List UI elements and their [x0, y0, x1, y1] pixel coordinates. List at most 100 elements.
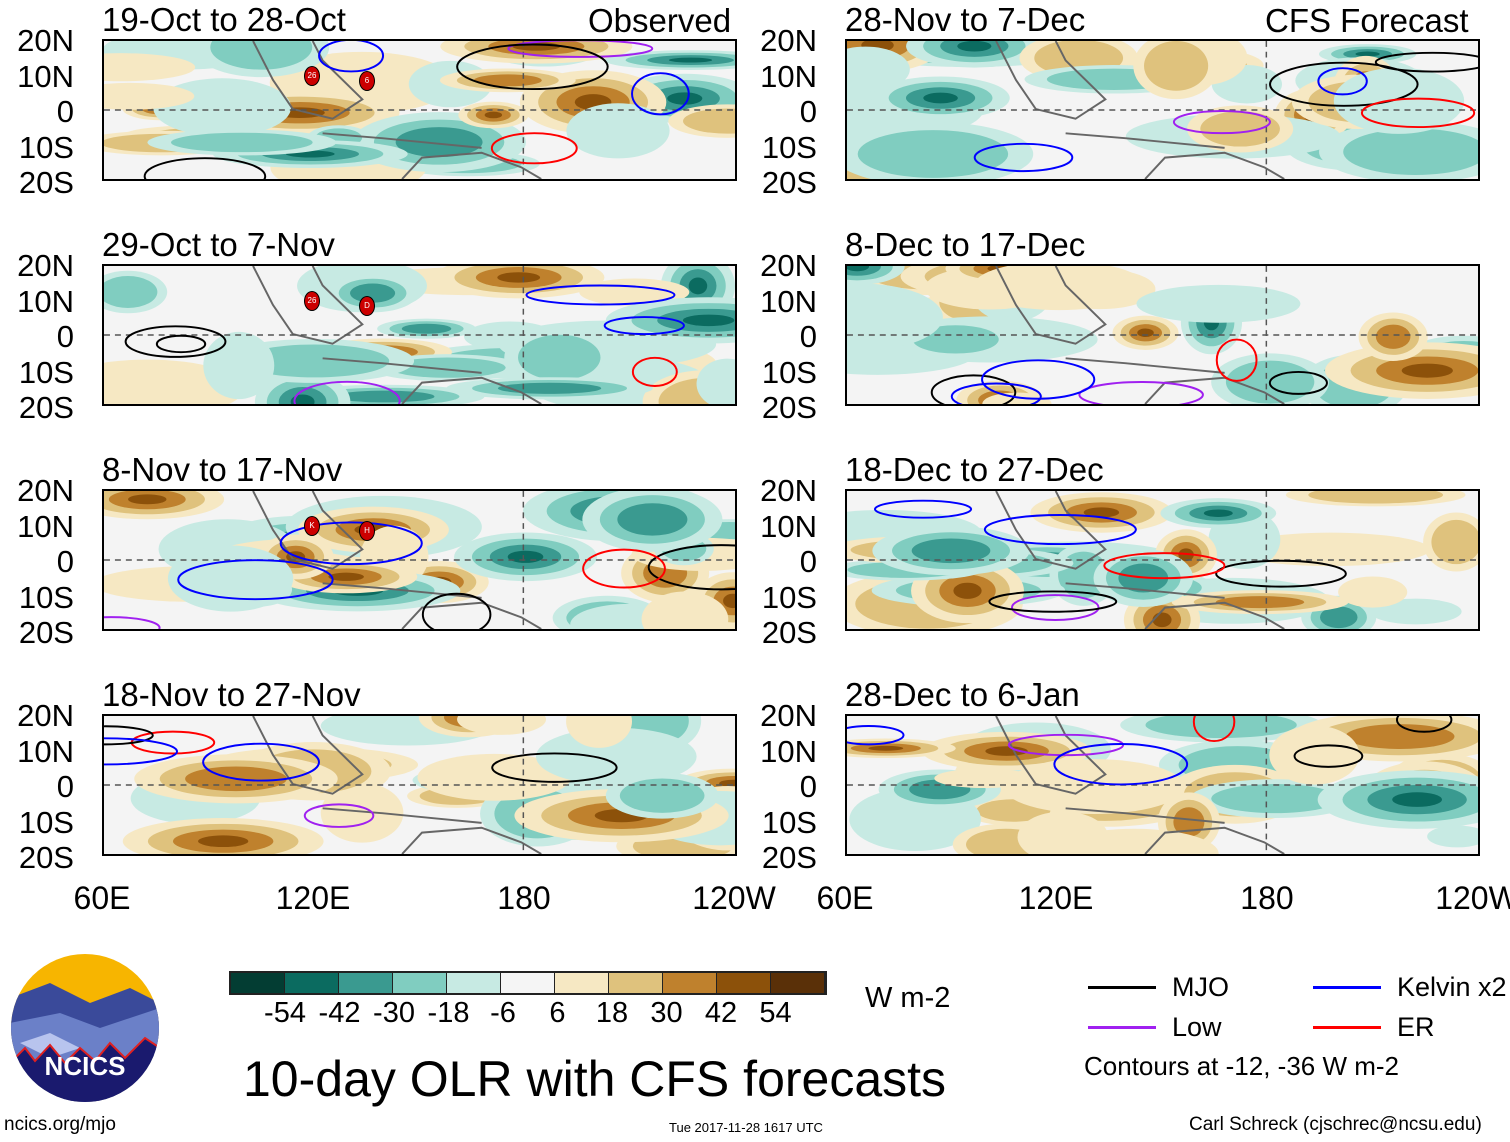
lat-label: 0	[799, 769, 817, 804]
colorbar-tick-label: 30	[650, 997, 683, 1029]
contour-line	[318, 41, 385, 73]
contour-line	[202, 742, 320, 782]
lon-label: 180	[1240, 880, 1294, 916]
contour-line	[1192, 716, 1236, 743]
olr-anomaly-blob	[1345, 724, 1455, 749]
olr-anomaly-blob	[641, 591, 729, 629]
colorbar-tick-label: -54	[264, 997, 306, 1029]
olr-anomaly-blob	[619, 778, 705, 813]
legend-mjo: MJO	[1088, 972, 1229, 1003]
lat-label: 10N	[17, 508, 74, 544]
olr-anomaly-blob	[198, 835, 249, 848]
lat-label: 10N	[17, 283, 74, 319]
olr-anomaly-blob	[507, 550, 544, 563]
olr-anomaly-blob	[104, 276, 158, 308]
colorbar-swatch	[663, 973, 717, 993]
contour-line	[647, 544, 735, 591]
lat-label: 20S	[18, 165, 74, 200]
olr-anomaly-blob	[1269, 725, 1360, 785]
colorbar-tick-label: 42	[704, 997, 738, 1029]
lat-label: 20N	[17, 23, 74, 58]
colorbar-swatch	[339, 973, 393, 993]
lon-label: 180	[497, 880, 551, 916]
contour-line	[930, 374, 1017, 404]
tropical-cyclone-icon: K	[304, 516, 320, 536]
lat-label: 10N	[760, 733, 817, 769]
contour-line	[303, 803, 375, 828]
lat-label: 0	[56, 544, 74, 579]
ncics-logo: NCICS	[11, 954, 159, 1102]
olr-anomaly-blob	[688, 277, 708, 295]
olr-anomaly-blob	[1355, 51, 1380, 57]
coastline	[995, 491, 1285, 629]
logo-text: NCICS	[45, 1051, 126, 1081]
olr-anomaly-blob	[484, 111, 503, 119]
olr-anomaly-blob	[1343, 128, 1478, 176]
contour-line	[130, 730, 216, 755]
olr-anomaly-blob	[518, 334, 601, 381]
lat-label: 20N	[760, 248, 817, 283]
olr-anomaly-blob	[723, 593, 735, 609]
olr-anomaly-blob	[1392, 792, 1442, 807]
olr-anomaly-blob	[328, 572, 364, 581]
lat-label: 0	[56, 769, 74, 804]
olr-anomaly-blob	[667, 92, 703, 105]
legend-line-icon	[1088, 986, 1156, 989]
lon-label: 120E	[1018, 880, 1094, 916]
lat-label: 20N	[17, 473, 74, 508]
lat-label: 10N	[760, 508, 817, 544]
legend-line-icon	[1088, 1026, 1156, 1029]
lat-label: 20N	[760, 23, 817, 58]
lat-label: 10N	[760, 58, 817, 94]
contour-line	[983, 514, 1137, 546]
olr-anomaly-blob	[203, 331, 275, 400]
lat-label: 10S	[761, 129, 817, 165]
contour-line	[1007, 733, 1125, 757]
olr-anomaly-blob	[1003, 759, 1185, 815]
olr-anomaly-blob	[1369, 598, 1462, 625]
map-panel	[845, 39, 1480, 181]
colorbar-tick-label: -6	[490, 997, 516, 1029]
lat-label: 20S	[761, 615, 817, 650]
legend-kelvin: Kelvin x2	[1313, 972, 1507, 1003]
contour-line	[525, 284, 676, 306]
contour-line	[1374, 51, 1478, 73]
panel-title: 8-Dec to 17-Dec	[845, 226, 1086, 263]
contour-line	[631, 72, 690, 116]
colorbar-tick-label: 18	[595, 997, 629, 1029]
lat-label: 10S	[18, 354, 74, 390]
lat-label: 0	[799, 94, 817, 129]
panel-title: 8-Nov to 17-Nov	[102, 451, 343, 488]
olr-anomaly-blob	[682, 314, 735, 327]
olr-anomaly-blob	[401, 323, 452, 334]
olr-anomaly-blob	[1427, 825, 1478, 848]
olr-anomaly-blob	[1200, 111, 1280, 147]
panel-title: 28-Dec to 6-Jan	[845, 676, 1080, 713]
footer-url[interactable]: ncics.org/mjo	[4, 1114, 116, 1135]
contour-line	[1268, 370, 1328, 395]
lon-label: 120W	[692, 880, 776, 916]
contour-line	[490, 132, 578, 165]
coastline	[252, 41, 542, 179]
lat-label: 10S	[18, 579, 74, 615]
contour-line	[104, 616, 161, 629]
colorbar-units: W m-2	[865, 982, 951, 1014]
panel-title: 29-Oct to 7-Nov	[102, 226, 335, 263]
tropical-cyclone-icon: D	[359, 296, 375, 316]
panel-title: 19-Oct to 28-Oct	[102, 1, 346, 38]
lat-label: 10N	[17, 733, 74, 769]
contour-line	[491, 752, 618, 783]
panel-title: 28-Nov to 7-Dec	[845, 1, 1086, 38]
olr-anomaly-blob	[1145, 716, 1297, 739]
olr-anomaly-blob	[973, 266, 1145, 311]
lat-label: 20N	[17, 248, 74, 283]
colorbar-swatch	[609, 973, 663, 993]
contour-line	[177, 559, 334, 601]
panel-title: 18-Nov to 27-Nov	[102, 676, 361, 713]
olr-anomaly-blob	[566, 716, 632, 748]
olr-anomaly-blob	[985, 746, 1028, 756]
contour-line	[981, 359, 1096, 400]
contour-line	[1269, 61, 1419, 107]
coastline	[995, 716, 1285, 854]
